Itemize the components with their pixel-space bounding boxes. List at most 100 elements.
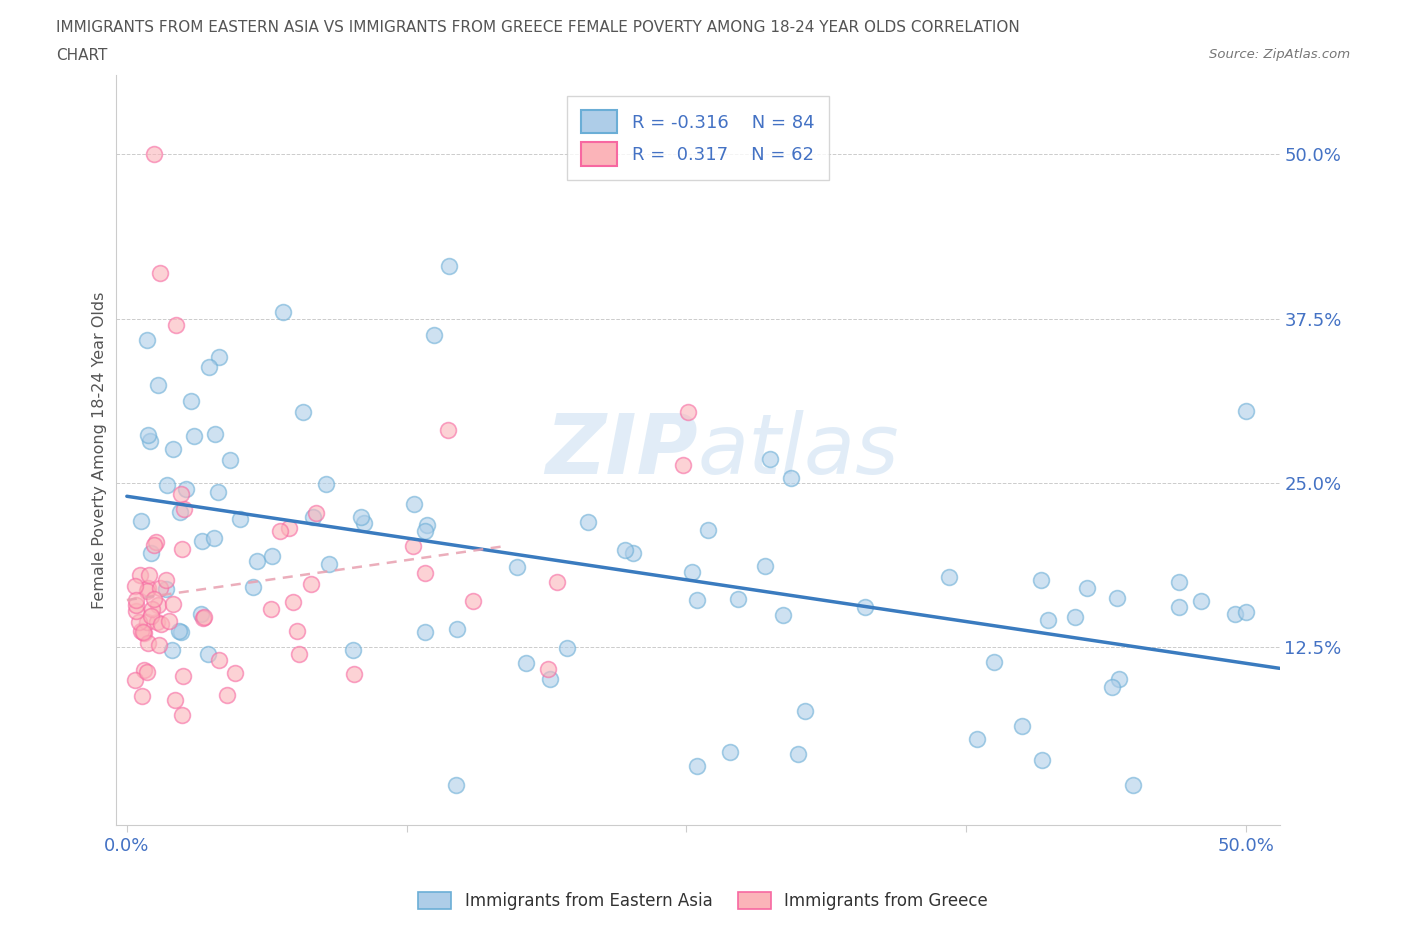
Point [287, 646, 309, 661]
Point [538, 671, 561, 686]
Point [853, 599, 876, 614]
Point [343, 667, 366, 682]
Point [148, 638, 170, 653]
Point [132, 663, 155, 678]
Y-axis label: Female Poverty Among 18-24 Year Olds: Female Poverty Among 18-24 Year Olds [93, 291, 107, 609]
Point [1167, 574, 1189, 589]
Point [437, 422, 460, 437]
Point [143, 592, 166, 607]
Point [135, 584, 157, 599]
Point [145, 535, 167, 550]
Point [132, 624, 155, 639]
Point [402, 497, 425, 512]
Point [170, 625, 193, 640]
Point [139, 433, 162, 448]
Point [131, 689, 153, 704]
Point [557, 640, 579, 655]
Point [269, 524, 291, 538]
Point [149, 581, 172, 596]
Point [759, 452, 782, 467]
Point [155, 581, 177, 596]
Point [422, 327, 444, 342]
Point [613, 542, 636, 557]
Point [621, 545, 644, 560]
Text: ZIP: ZIP [546, 409, 697, 491]
Point [578, 515, 600, 530]
Point [204, 427, 226, 442]
Point [155, 573, 177, 588]
Point [134, 625, 156, 640]
Point [146, 598, 169, 613]
Point [129, 624, 152, 639]
Point [413, 565, 436, 580]
Point [170, 486, 193, 501]
Point [1011, 719, 1033, 734]
Text: IMMIGRANTS FROM EASTERN ASIA VS IMMIGRANTS FROM GREECE FEMALE POVERTY AMONG 18-2: IMMIGRANTS FROM EASTERN ASIA VS IMMIGRAN… [56, 20, 1019, 35]
Point [260, 602, 283, 617]
Point [139, 609, 162, 624]
Point [461, 593, 484, 608]
Point [938, 570, 960, 585]
Point [1031, 752, 1053, 767]
Point [291, 404, 314, 418]
Point [207, 653, 229, 668]
Point [141, 546, 163, 561]
Point [1105, 591, 1128, 605]
Point [246, 553, 269, 568]
Point [156, 478, 179, 493]
Point [169, 504, 191, 519]
Point [318, 556, 340, 571]
Point [281, 594, 304, 609]
Point [696, 523, 718, 538]
Point [131, 513, 153, 528]
Point [315, 477, 337, 492]
Point [190, 606, 212, 621]
Point [278, 520, 301, 535]
Point [191, 610, 214, 625]
Point [157, 613, 180, 628]
Point [228, 512, 250, 527]
Point [536, 661, 558, 676]
Point [754, 558, 776, 573]
Point [416, 517, 439, 532]
Point [125, 592, 148, 607]
Point [198, 359, 221, 374]
Point [136, 636, 159, 651]
Point [983, 655, 1005, 670]
Point [1108, 671, 1130, 686]
Point [302, 510, 325, 525]
Text: atlas: atlas [697, 409, 900, 491]
Point [686, 592, 709, 607]
Point [174, 482, 197, 497]
Point [681, 565, 703, 579]
Point [413, 524, 436, 538]
Point [446, 777, 468, 792]
Point [1122, 777, 1144, 792]
Point [224, 666, 246, 681]
Point [718, 745, 741, 760]
Point [183, 429, 205, 444]
Point [676, 405, 699, 419]
Point [197, 646, 219, 661]
Point [125, 598, 148, 613]
Point [124, 578, 146, 593]
Point [136, 332, 159, 347]
Point [160, 643, 183, 658]
Point [207, 485, 229, 499]
Point [136, 615, 159, 630]
Point [129, 567, 152, 582]
Point [149, 617, 172, 631]
Point [124, 672, 146, 687]
Point [172, 708, 194, 723]
Point [218, 453, 240, 468]
Point [350, 510, 373, 525]
Point [271, 305, 294, 320]
Point [780, 471, 803, 485]
Point [794, 704, 817, 719]
Point [285, 623, 308, 638]
Point [1189, 593, 1212, 608]
Point [165, 318, 187, 333]
Point [772, 607, 794, 622]
Point [172, 669, 194, 684]
Point [402, 539, 425, 554]
